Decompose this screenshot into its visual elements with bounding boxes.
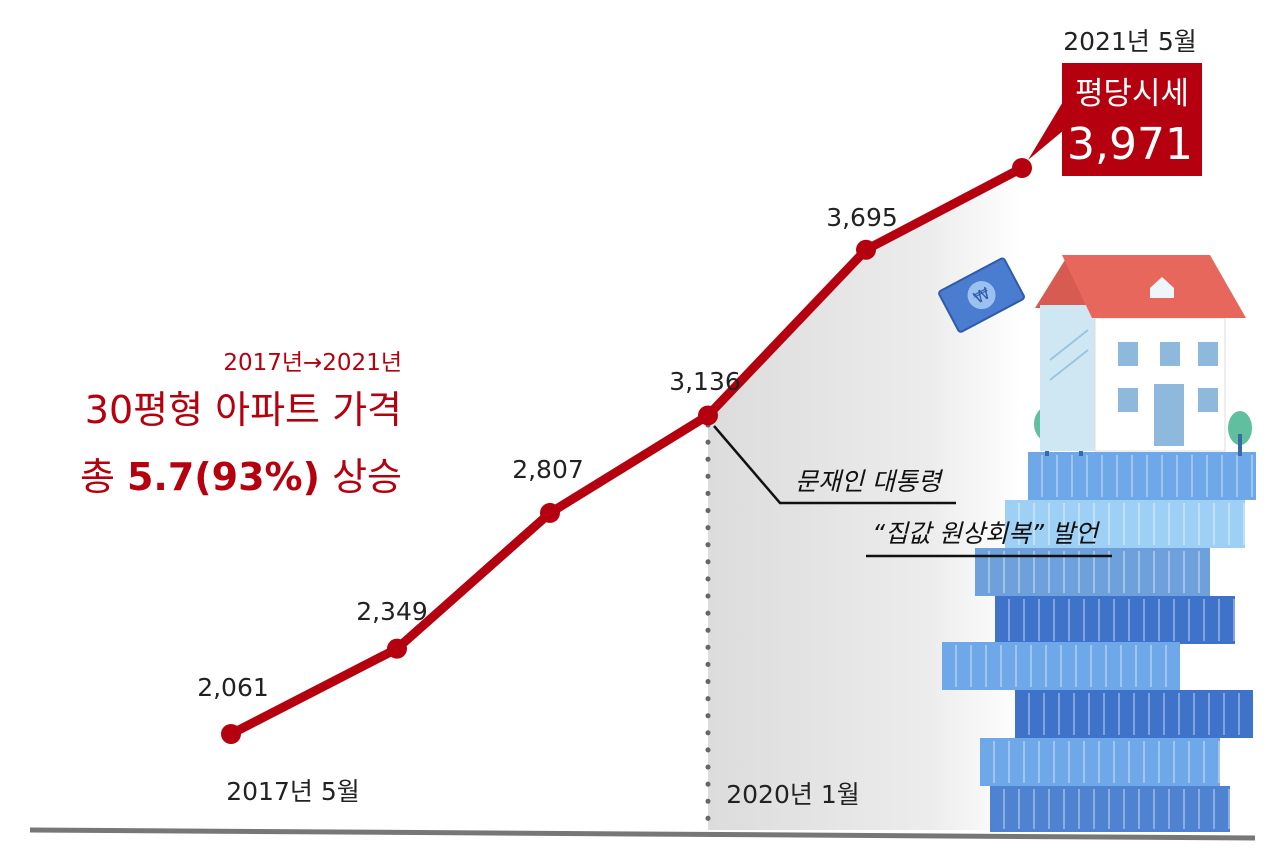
banknote-bundle bbox=[990, 786, 1230, 832]
banknote-stack bbox=[942, 452, 1256, 832]
banknote-bundle bbox=[1015, 690, 1253, 738]
data-point bbox=[540, 502, 560, 523]
data-point bbox=[698, 405, 718, 426]
headline-line2-suffix: 상승 bbox=[320, 455, 402, 499]
data-point bbox=[387, 638, 407, 659]
post-2020-shaded-area bbox=[708, 168, 1022, 830]
tree-icon bbox=[1228, 411, 1252, 456]
annotation-line1: 문재인 대통령 bbox=[795, 467, 944, 496]
data-label: 3,136 bbox=[669, 367, 741, 396]
headline-line1: 30평형 아파트 가격 bbox=[85, 388, 402, 432]
data-label: 2,349 bbox=[356, 597, 428, 626]
banknote-bundle bbox=[942, 642, 1180, 690]
annotation-leader bbox=[713, 425, 1112, 558]
data-label: 2,807 bbox=[512, 455, 584, 484]
date-label-mid: 2020년 1월 bbox=[726, 780, 859, 809]
baseline bbox=[29, 827, 1256, 841]
headline-period: 2017년→2021년 bbox=[223, 350, 402, 376]
data-point bbox=[221, 724, 241, 744]
callout-pointer bbox=[1028, 100, 1064, 160]
data-label: 3,695 bbox=[826, 203, 898, 232]
banknote-bundle bbox=[995, 596, 1235, 644]
house-stack-illustration: ₩ bbox=[938, 255, 1256, 832]
banknote-bundle bbox=[1005, 500, 1245, 548]
banknote-bundle bbox=[1028, 452, 1256, 500]
headline-line2-prefix: 총 bbox=[80, 455, 127, 499]
flying-banknote-icon: ₩ bbox=[938, 257, 1025, 333]
callout-label: 평당시세 bbox=[1075, 76, 1189, 112]
headline-line2: 총 5.7(93%) 상승 bbox=[80, 455, 402, 499]
headline-line2-bold: 5.7(93%) bbox=[127, 455, 320, 499]
data-label: 2,061 bbox=[197, 673, 269, 702]
callout-date: 2021년 5월 bbox=[1063, 27, 1196, 56]
data-point bbox=[1012, 158, 1032, 178]
house-icon bbox=[1035, 255, 1246, 452]
data-point bbox=[856, 239, 876, 260]
callout-value: 3,971 bbox=[1067, 119, 1193, 170]
price-series-line bbox=[226, 163, 1027, 739]
callout-box bbox=[1062, 63, 1202, 176]
banknote-bundle bbox=[980, 738, 1220, 786]
date-label-start: 2017년 5월 bbox=[226, 777, 359, 806]
annotation-line2: “집값 원상회복” 발언 bbox=[872, 519, 1101, 548]
